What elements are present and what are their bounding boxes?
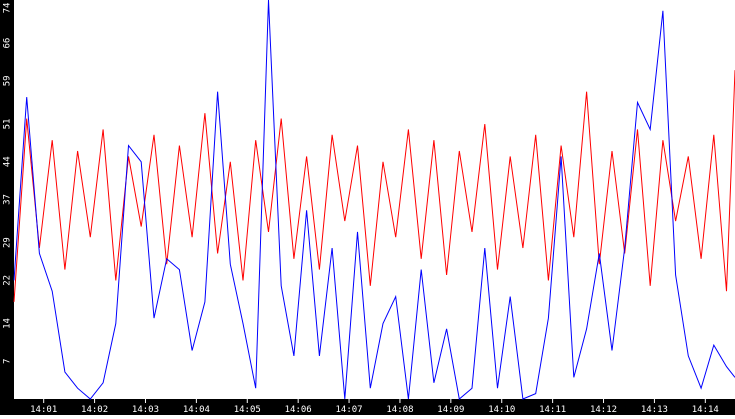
y-tick-label: 22 [3,275,13,286]
x-tick-label: 14:05 [234,405,261,415]
y-tick-label: 37 [3,194,13,205]
y-tick-label: 14 [3,318,13,329]
y-tick-label: 29 [3,237,13,248]
x-tick-label: 14:02 [81,405,108,415]
x-tick-label: 14:01 [30,405,57,415]
y-axis-bar [0,0,14,399]
x-tick-label: 14:10 [488,405,515,415]
y-tick-label: 44 [3,156,13,167]
y-tick-labels: 7 14 22 29 37 44 51 59 66 74 [3,3,13,364]
y-tick-label: 66 [3,38,13,49]
x-tick-label: 14:09 [437,405,464,415]
x-tick-label: 14:12 [590,405,617,415]
y-tick-label: 7 [3,359,13,364]
x-tick-label: 14:14 [692,405,719,415]
x-tick-label: 14:04 [183,405,210,415]
x-tick-label: 14:08 [386,405,413,415]
y-tick-label: 59 [3,75,13,86]
y-tick-label: 51 [3,119,13,130]
x-tick-label: 14:13 [641,405,668,415]
y-tick-label: 74 [3,3,13,14]
x-tick-labels: 14:01 14:02 14:03 14:04 14:05 14:06 14:07 14:08… [30,399,719,415]
series-layer [13,0,735,400]
x-axis-bar [0,399,735,415]
x-tick-label: 14:06 [285,405,312,415]
series-line-2 [13,0,735,400]
series-line-1 [13,70,735,302]
x-tick-label: 14:07 [336,405,363,415]
x-tick-label: 14:03 [132,405,159,415]
x-tick-label: 14:11 [539,405,566,415]
